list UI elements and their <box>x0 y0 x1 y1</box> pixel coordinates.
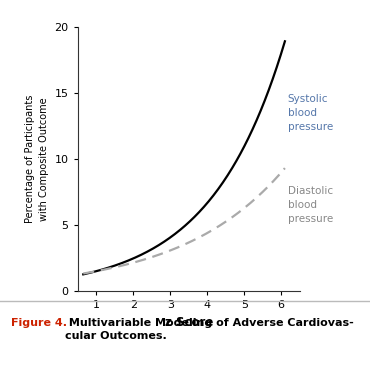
Text: Systolic
blood
pressure: Systolic blood pressure <box>288 94 333 132</box>
Text: Multivariable Modeling of Adverse Cardiovas-
cular Outcomes.: Multivariable Modeling of Adverse Cardio… <box>65 318 353 341</box>
Text: Figure 4.: Figure 4. <box>11 318 67 328</box>
X-axis label: z Score: z Score <box>165 315 213 329</box>
Text: Diastolic
blood
pressure: Diastolic blood pressure <box>288 186 333 224</box>
Y-axis label: Percentage of Participants
with Composite Outcome: Percentage of Participants with Composit… <box>25 95 49 223</box>
